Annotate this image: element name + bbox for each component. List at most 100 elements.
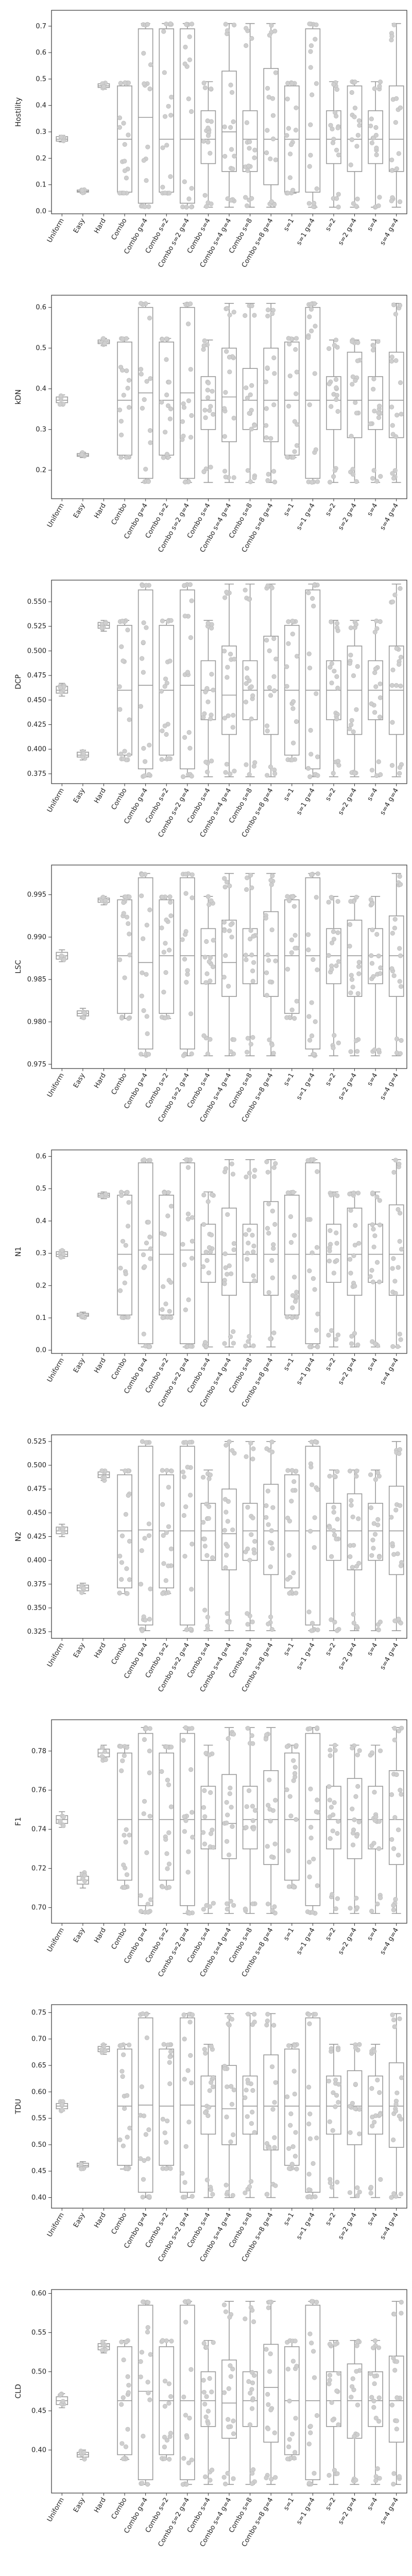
data-point (332, 1033, 337, 1038)
data-point (376, 1554, 382, 1560)
data-point (369, 768, 375, 773)
data-point (138, 1582, 144, 1587)
data-point (332, 1800, 337, 1805)
data-point (369, 1750, 375, 1755)
data-point (265, 1901, 271, 1907)
data-point (389, 966, 394, 971)
data-point (308, 122, 313, 127)
iqr-box (305, 2304, 321, 2480)
y-tick-label: 0.0 (36, 1347, 46, 1354)
data-point (307, 2021, 312, 2026)
data-point (330, 2417, 335, 2422)
data-point (284, 1744, 290, 1749)
data-point (182, 2180, 187, 2185)
data-point (252, 1278, 257, 1283)
data-point (309, 328, 314, 333)
data-point (126, 2383, 131, 2388)
data-point (389, 354, 394, 360)
data-point (141, 745, 146, 751)
data-point (350, 382, 355, 387)
data-point (228, 2363, 233, 2368)
x-tick-label: Uniform (46, 2497, 66, 2523)
data-point (377, 715, 383, 720)
data-point (287, 175, 293, 180)
data-point (205, 1623, 210, 1629)
data-point (127, 1833, 132, 1838)
data-point (389, 2195, 394, 2200)
box-s-2 (326, 1469, 341, 1633)
data-point (267, 648, 272, 653)
data-point (327, 1798, 332, 1803)
data-point (351, 1620, 356, 1625)
data-point (228, 1334, 233, 1340)
data-point (189, 185, 194, 191)
data-point (183, 872, 188, 877)
data-point (211, 1901, 216, 1906)
data-point (273, 2183, 278, 2189)
data-point (181, 433, 186, 439)
data-point (124, 1827, 129, 1832)
data-point (273, 1161, 278, 1166)
data-point (315, 1883, 320, 1888)
data-point (391, 1552, 397, 1557)
data-point (142, 773, 147, 778)
data-point (389, 1837, 394, 1842)
data-point (270, 1908, 275, 1913)
x-tick-label: s=1 (282, 1642, 296, 1657)
data-point (122, 1885, 127, 1890)
x-tick-label: Uniform (46, 502, 66, 529)
data-point (335, 1896, 340, 1901)
data-point (100, 2340, 106, 2345)
data-point (356, 960, 362, 965)
data-point (159, 925, 164, 930)
data-point (139, 1909, 144, 1914)
data-point (352, 771, 357, 776)
data-point (372, 2374, 377, 2379)
iqr-box (138, 1162, 153, 1344)
data-point (348, 162, 353, 167)
data-point (311, 2349, 316, 2354)
box-s-4-g-4 (388, 873, 404, 1057)
data-point (159, 689, 164, 694)
data-point (355, 1342, 360, 1347)
data-point (327, 2372, 333, 2378)
data-point (352, 106, 358, 111)
data-point (391, 1846, 397, 1851)
data-point (189, 2080, 194, 2086)
data-point (372, 2120, 377, 2125)
data-point (351, 673, 356, 679)
data-point (290, 188, 296, 193)
iqr-box (200, 376, 216, 430)
data-point (313, 324, 318, 329)
data-point (159, 1769, 164, 1774)
data-point (247, 146, 252, 151)
data-point (374, 479, 380, 484)
x-tick-label: Combo (110, 1926, 129, 1951)
y-tick-label: 0.350 (27, 1604, 46, 1612)
x-tick-label: s=1 g=4 (295, 2212, 317, 2241)
data-point (225, 2190, 230, 2195)
x-tick-label: s=1 g=4 (295, 1927, 317, 1956)
data-point (168, 1744, 174, 1750)
x-tick-label: s=2 (324, 1927, 337, 1942)
data-point (184, 1627, 190, 1632)
data-point (389, 1515, 394, 1520)
data-point (356, 1516, 361, 1521)
data-point (328, 1748, 333, 1753)
data-point (265, 952, 270, 958)
data-point (222, 1281, 227, 1286)
data-point (145, 22, 150, 27)
data-point (188, 2053, 193, 2058)
data-point (244, 1825, 249, 1830)
data-point (368, 1274, 373, 1279)
data-point (378, 965, 383, 971)
data-point (126, 1016, 131, 1021)
data-point (188, 1344, 193, 1349)
data-point (162, 1232, 167, 1237)
data-point (315, 1627, 320, 1633)
data-point (207, 408, 212, 413)
data-point (103, 1757, 108, 1762)
data-point (231, 713, 236, 718)
data-point (224, 2114, 229, 2120)
